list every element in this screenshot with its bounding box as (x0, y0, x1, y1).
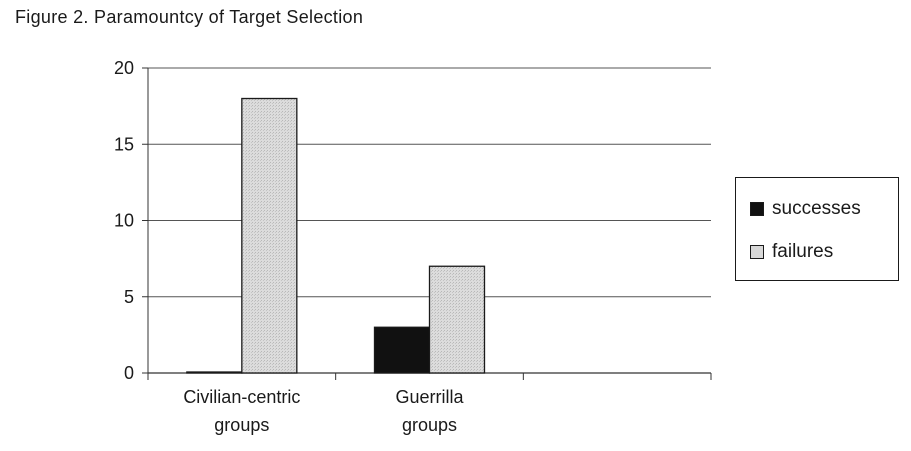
y-tick-label: 15 (114, 134, 134, 154)
x-category-label: Guerrilla (395, 387, 464, 407)
x-category-label: groups (402, 415, 457, 435)
bar-failures-0 (241, 97, 298, 374)
legend-swatch-successes (750, 202, 764, 216)
y-tick-label: 10 (114, 211, 134, 231)
y-tick-label: 5 (124, 287, 134, 307)
x-category-label: groups (214, 415, 269, 435)
y-tick-label: 0 (124, 363, 134, 383)
legend-item-failures: failures (750, 241, 833, 263)
legend-swatch-failures (750, 245, 764, 259)
legend-label-failures: failures (772, 241, 834, 262)
tick-labels: 0 5 10 15 20 Civilian-centric groups Guerrilla g… (114, 58, 465, 435)
legend: successes failures (735, 177, 899, 281)
bar-successes-1 (373, 326, 431, 374)
figure-title: Figure 2. Paramountcy of Target Selectio… (15, 7, 364, 27)
gridlines (148, 67, 711, 298)
legend-item-successes: successes (750, 198, 861, 220)
x-category-label: Civilian-centric (183, 387, 300, 407)
bars (186, 97, 486, 374)
bar-failures-1 (428, 265, 486, 374)
legend-label-successes: successes (772, 198, 861, 219)
bar-successes-0 (186, 371, 243, 374)
y-tick-label: 20 (114, 58, 134, 78)
